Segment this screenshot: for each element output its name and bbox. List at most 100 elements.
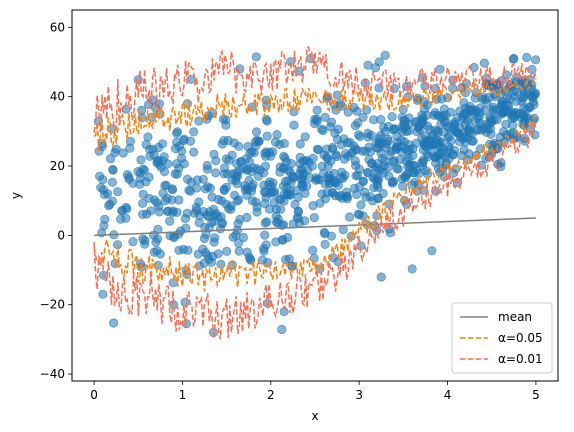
series-lines <box>93 46 537 340</box>
scatter-point <box>295 159 305 169</box>
scatter-point <box>283 176 293 186</box>
scatter-point <box>272 130 282 140</box>
scatter-point <box>96 183 106 193</box>
scatter-point <box>272 218 282 228</box>
scatter-point <box>226 201 236 211</box>
legend: mean α=0.05 α=0.01 <box>451 302 553 374</box>
scatter-point <box>136 155 146 165</box>
scatter-point <box>427 246 437 256</box>
scatter-point <box>489 104 499 114</box>
scatter-point <box>293 192 303 202</box>
scatter-point <box>482 98 492 108</box>
scatter-point <box>346 148 356 158</box>
scatter-point <box>269 197 279 208</box>
scatter-point <box>355 131 365 142</box>
scatter-point <box>295 139 305 149</box>
scatter-point <box>482 73 492 83</box>
scatter-point <box>380 50 390 60</box>
scatter-point <box>479 58 489 68</box>
scatter-point <box>251 127 262 137</box>
scatter-point <box>296 174 306 184</box>
scatter-point <box>262 131 272 141</box>
scatter-point <box>172 169 182 179</box>
scatter-point <box>354 182 364 192</box>
scatter-point <box>264 204 274 214</box>
scatter-point <box>189 208 200 218</box>
scatter-point <box>276 204 286 214</box>
scatter-point <box>279 190 289 200</box>
scatter-point <box>234 246 244 256</box>
scatter-point <box>369 183 379 193</box>
scatter-point <box>388 176 399 186</box>
scatter-point <box>201 248 211 258</box>
scatter-point <box>420 141 430 151</box>
scatter-point <box>277 324 287 335</box>
scatter-point <box>436 94 447 104</box>
scatter-point <box>417 158 427 168</box>
scatter-point <box>194 197 204 207</box>
scatter-point <box>163 159 173 169</box>
scatter-point <box>383 136 393 146</box>
scatter-point <box>412 116 422 127</box>
scatter-point <box>125 136 136 146</box>
scatter-point <box>387 112 397 122</box>
scatter-point <box>345 137 355 148</box>
scatter-point <box>530 55 541 65</box>
series-line-alpha-005-upper <box>93 73 537 152</box>
scatter-point <box>238 163 248 173</box>
scatter-point <box>317 189 327 199</box>
y-axis-label: y <box>9 192 23 199</box>
scatter-point <box>109 318 119 328</box>
scatter-point <box>108 165 118 175</box>
scatter-point <box>328 144 338 154</box>
scatter-point <box>97 141 108 151</box>
scatter-point <box>204 223 214 233</box>
series-line-alpha-001-lower <box>93 121 537 340</box>
scatter-point <box>113 187 123 197</box>
scatter-point <box>268 178 278 188</box>
scatter-point <box>149 195 160 205</box>
scatter-point <box>440 116 451 126</box>
scatter-point <box>152 234 163 244</box>
scatter-point <box>271 237 281 247</box>
scatter-point <box>330 178 340 188</box>
y-tick-label: −20 <box>40 298 65 312</box>
scatter-point <box>223 135 233 146</box>
scatter-point <box>138 234 148 244</box>
x-tick-label: 4 <box>444 388 452 402</box>
legend-label: α=0.01 <box>498 352 543 366</box>
scatter-point <box>207 257 217 267</box>
scatter-point <box>153 156 163 166</box>
scatter-point <box>253 171 264 181</box>
scatter-point <box>444 144 455 154</box>
scatter-point <box>100 214 110 224</box>
scatter-point <box>232 167 242 178</box>
scatter-point <box>454 129 464 139</box>
scatter-point <box>174 245 184 255</box>
scatter-point <box>209 216 220 226</box>
scatter-point <box>145 144 155 154</box>
scatter-point <box>185 186 195 196</box>
scatter-point <box>240 181 250 191</box>
scatter-point <box>211 168 221 178</box>
scatter-point <box>198 174 208 184</box>
scatter-point <box>183 245 193 255</box>
scatter-point <box>279 138 289 149</box>
scatter-point <box>307 161 317 171</box>
scatter-point <box>368 196 378 206</box>
scatter-point <box>198 207 209 217</box>
scatter-point <box>404 119 414 129</box>
scatter-point <box>317 161 327 171</box>
scatter-point <box>391 142 401 152</box>
scatter-point <box>294 218 304 228</box>
scatter-point <box>509 53 519 64</box>
scatter-point <box>377 154 387 164</box>
scatter-point <box>260 230 270 240</box>
series-line-mean <box>94 217 536 237</box>
scatter-point <box>344 212 355 222</box>
scatter-point <box>429 110 439 120</box>
scatter-point <box>279 163 289 173</box>
scatter-point <box>363 128 373 138</box>
scatter-point <box>232 196 242 206</box>
scatter-point <box>177 146 187 156</box>
